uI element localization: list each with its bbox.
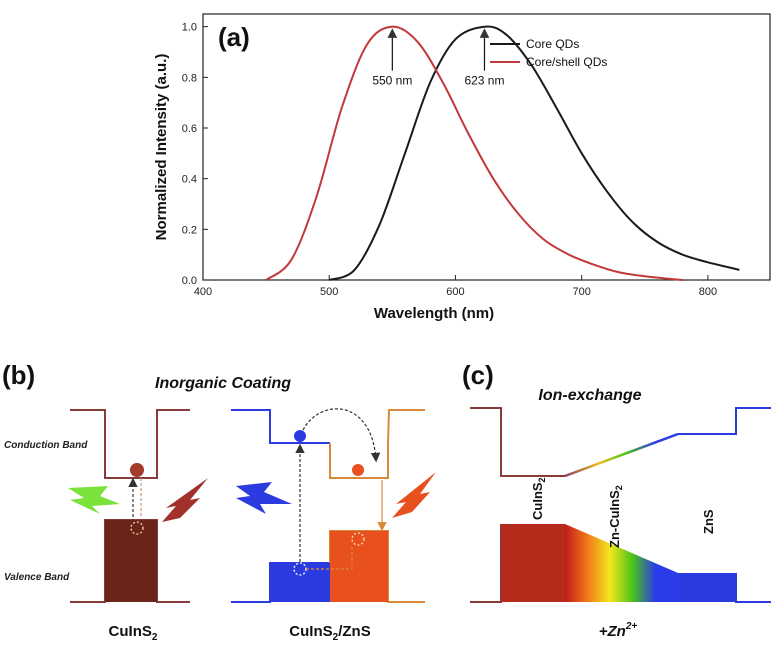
chart-axes bbox=[202, 13, 771, 281]
x-tick-label: 800 bbox=[699, 286, 717, 298]
y-tick-label: 0.0 bbox=[182, 275, 197, 287]
shell-conduction-band-line-orange bbox=[329, 409, 425, 479]
core-conduction-band-line bbox=[70, 409, 190, 479]
panel-b-label: (b) bbox=[2, 360, 35, 390]
chart-x-axis-label: Wavelength (nm) bbox=[374, 305, 494, 322]
peak-label: 550 nm bbox=[372, 74, 412, 88]
panel-c-caption: +Zn2+ bbox=[599, 621, 638, 640]
shell-electron-blue-dot bbox=[294, 430, 306, 442]
red-lightning-icon bbox=[162, 478, 208, 522]
y-tick-label: 0.4 bbox=[182, 174, 197, 186]
cuins2-zns-core-shell-diagram bbox=[231, 408, 436, 603]
zns-valence-block bbox=[678, 573, 736, 602]
shell-electron-transfer-arrow bbox=[302, 408, 381, 463]
emission-spectra-chart: 400 500 600 700 800 0.0 0.2 0.4 0.6 0.8 1.0 (a) Wa… bbox=[153, 13, 771, 322]
core-shell-caption: CuInS2/ZnS bbox=[289, 623, 370, 643]
y-tick-label: 0.2 bbox=[182, 224, 197, 236]
chart-ticks: 400 500 600 700 800 0.0 0.2 0.4 0.6 0.8 1.0 bbox=[182, 22, 717, 298]
region-label-zn-cuins2: Zn-CuInS2 bbox=[607, 485, 624, 548]
gradient-zn-cuins2-valence-block bbox=[565, 524, 678, 602]
panel-b-title: Inorganic Coating bbox=[155, 375, 291, 392]
shell-zns-valence-block bbox=[270, 563, 330, 602]
ion-exchange-conduction-band-right bbox=[678, 407, 771, 435]
shell-core-valence-block bbox=[330, 531, 388, 602]
panel-b-band-diagram: (b) Inorganic Coating Conduction Band Va… bbox=[2, 360, 436, 643]
chart-series-group bbox=[265, 25, 740, 281]
x-tick-label: 700 bbox=[572, 286, 590, 298]
ion-exchange-valence-band-left bbox=[470, 524, 502, 603]
peak-label: 623 nm bbox=[464, 74, 504, 88]
shell-hole-transfer-path bbox=[306, 545, 353, 570]
green-lightning-icon bbox=[68, 486, 120, 514]
series-line-core-shell-qds bbox=[265, 25, 683, 281]
legend-label-core-shell-qds: Core/shell QDs bbox=[526, 55, 607, 69]
shell-electron-orange-dot bbox=[352, 464, 364, 476]
valence-band-label: Valence Band bbox=[4, 572, 70, 583]
ion-exchange-valence-band-right bbox=[735, 573, 771, 603]
core-caption: CuInS2 bbox=[109, 623, 158, 643]
chart-annotations: 550 nm 623 nm bbox=[372, 28, 504, 88]
core-hole-circle bbox=[130, 521, 144, 535]
region-label-zns: ZnS bbox=[701, 509, 716, 534]
ion-exchange-conduction-band-gradient bbox=[564, 432, 679, 478]
panel-a-label: (a) bbox=[218, 22, 250, 52]
core-valence-block bbox=[105, 520, 157, 602]
core-electron-dot bbox=[130, 463, 144, 477]
conduction-band-label: Conduction Band bbox=[4, 440, 88, 451]
shell-hole-core-circle bbox=[351, 532, 365, 546]
orange-lightning-icon bbox=[392, 472, 436, 518]
y-tick-label: 1.0 bbox=[182, 22, 197, 34]
region-label-cuins2: CuInS2 bbox=[530, 477, 547, 520]
chart-axes-frame bbox=[202, 13, 771, 281]
cuins2-core-diagram bbox=[68, 409, 208, 603]
panel-c-title: Ion-exchange bbox=[538, 387, 641, 404]
panel-c-label: (c) bbox=[462, 360, 494, 390]
y-tick-label: 0.8 bbox=[182, 72, 197, 84]
legend-label-core-qds: Core QDs bbox=[526, 37, 579, 51]
chart-y-axis-label: Normalized Intensity (a.u.) bbox=[153, 54, 170, 241]
chart-plot-frame bbox=[203, 14, 771, 280]
blue-lightning-icon bbox=[236, 482, 292, 514]
panel-c-ion-exchange-diagram: (c) Ion-exchange CuInS2 Zn-CuInS2 ZnS +Z… bbox=[462, 360, 771, 640]
cuins2-valence-block bbox=[501, 524, 565, 602]
chart-legend: Core QDs Core/shell QDs bbox=[490, 37, 607, 69]
ion-exchange-conduction-band-left bbox=[470, 407, 565, 477]
x-tick-label: 500 bbox=[320, 286, 338, 298]
shell-conduction-band-line-blue bbox=[231, 409, 330, 444]
x-tick-label: 400 bbox=[194, 286, 212, 298]
series-line-core-qds bbox=[328, 25, 740, 281]
x-tick-label: 600 bbox=[446, 286, 464, 298]
y-tick-label: 0.6 bbox=[182, 123, 197, 135]
